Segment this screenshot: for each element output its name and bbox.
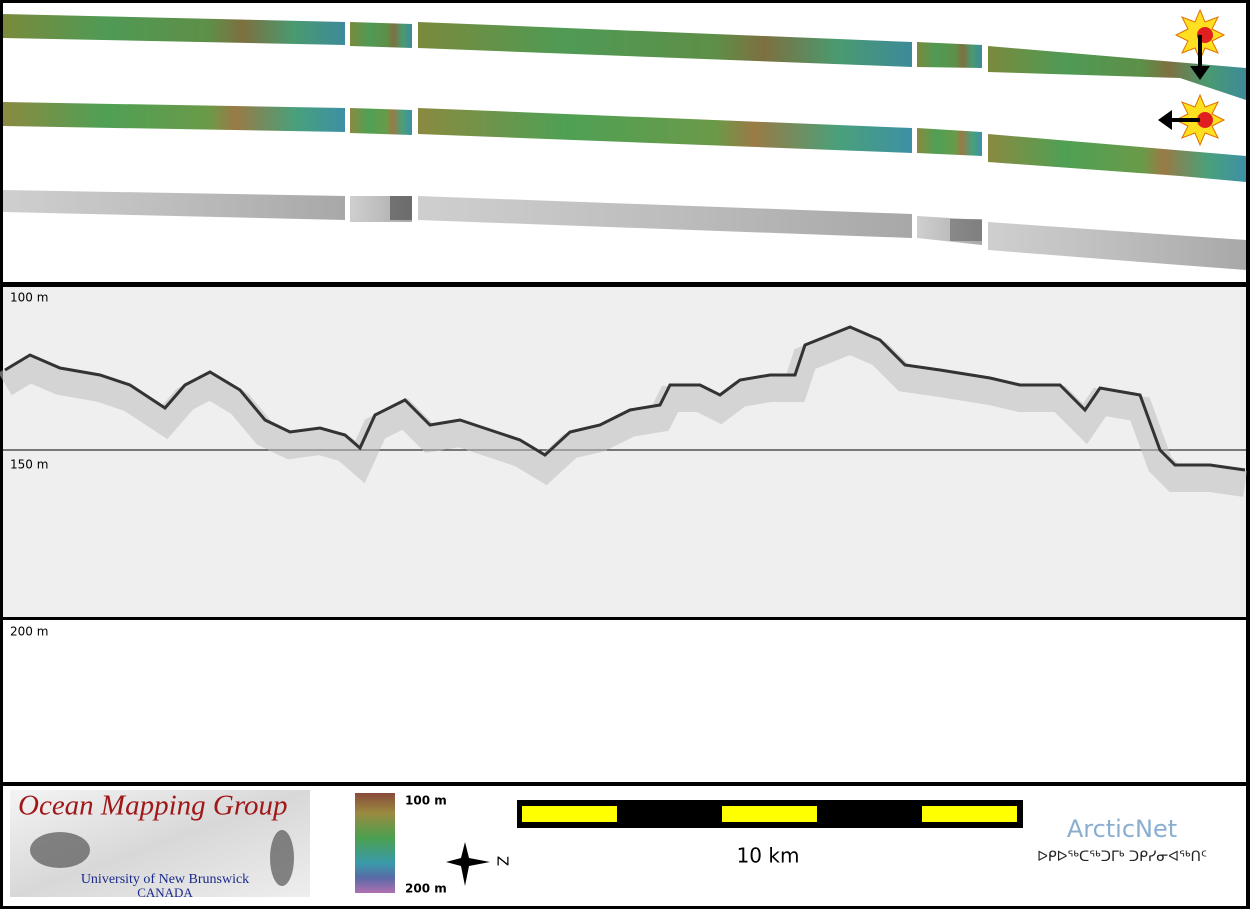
colorbar [355, 793, 395, 893]
swath-color-1 [3, 14, 1246, 100]
colorbar-label: 200 m [405, 882, 447, 896]
profile-panel [3, 287, 1246, 617]
logo-country: CANADA [137, 885, 193, 900]
partner-name: ArcticNet [1067, 815, 1177, 843]
partner-syllabics: ᐅᑭᐅᖅᑕᖅᑐᒥᒃ ᑐᑭᓯᓂᐊᖅᑎᑦ [1037, 849, 1207, 865]
scale-bar [517, 800, 1023, 828]
logo-title: Ocean Mapping Group [18, 790, 288, 822]
sun-icon [1174, 8, 1226, 80]
colorbar-label: 100 m [405, 794, 447, 808]
swath-color-2 [3, 102, 1246, 182]
compass: Z [446, 842, 512, 886]
seabed-profile [0, 325, 1247, 497]
scale-label: 10 km [737, 844, 800, 868]
depth-label: 100 m [10, 291, 48, 305]
profile-panel-lower [3, 620, 1246, 782]
logo-subtitle: University of New Brunswick [81, 872, 249, 887]
logo: Ocean Mapping Group University of New Br… [10, 790, 310, 900]
compass-label: Z [494, 856, 512, 866]
depth-label: 200 m [10, 625, 48, 639]
sun-icon [1158, 93, 1226, 147]
depth-label: 150 m [10, 458, 48, 472]
swath-backscatter [3, 190, 1246, 270]
